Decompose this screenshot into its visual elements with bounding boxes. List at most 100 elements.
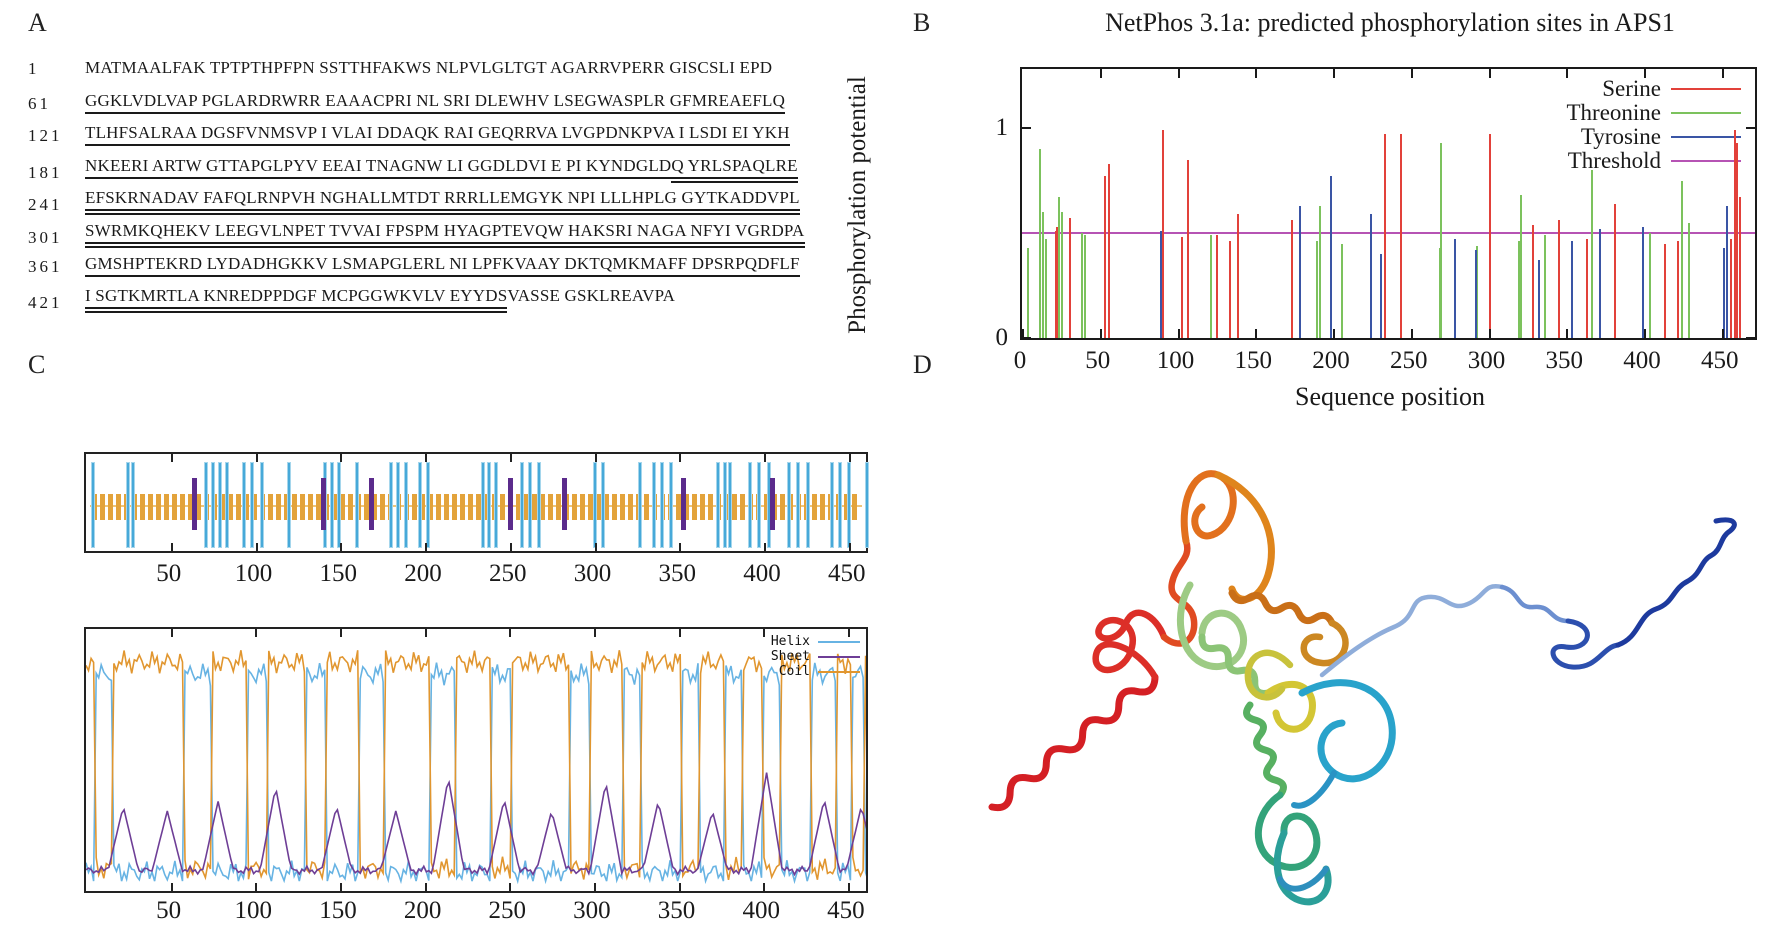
legend-row: Helix <box>771 634 860 649</box>
membrane-band-dash <box>444 494 449 520</box>
helix-region-bar <box>90 462 95 548</box>
serine-bar <box>1676 241 1679 338</box>
ribbon-segment <box>1298 679 1396 783</box>
sequence-segment: NKEERI ARTW GTTAPGLPYV EEAI TNAGNW LI GG… <box>85 156 672 179</box>
x-tick-label: 200 <box>403 897 442 924</box>
ribbon-segment <box>988 673 1159 812</box>
x-tick-mark <box>1488 69 1491 78</box>
serine-bar <box>1558 220 1561 338</box>
sequence-line-number: 361 <box>28 256 63 276</box>
tyrosine-bar <box>1474 249 1477 338</box>
serine-bar <box>1104 176 1107 338</box>
secondary-structure-plot: Helix Sheet Coil <box>84 627 869 893</box>
tyrosine-bar <box>1379 254 1382 338</box>
membrane-band-dash <box>332 494 337 520</box>
x-tick-mark <box>340 543 343 551</box>
membrane-band-dash <box>524 494 529 520</box>
y-tick-mark <box>1746 337 1755 339</box>
x-tick-mark <box>1333 69 1335 78</box>
x-tick-mark <box>764 543 766 551</box>
netphos-plot-area: Serine Threonine Tyrosine Threshold <box>1020 67 1757 340</box>
membrane-band-dash <box>812 494 817 520</box>
serine-bar <box>1186 159 1189 338</box>
helix-region-bar <box>480 462 485 548</box>
sheet-region-bar <box>321 478 327 530</box>
ribbon-segment <box>1254 791 1321 871</box>
serine-bar <box>1056 226 1059 338</box>
helix-region-bar <box>723 462 727 548</box>
helix-region-bar <box>250 462 255 548</box>
membrane-band-dash <box>516 494 521 520</box>
membrane-band-dash <box>156 494 161 520</box>
secondary-structure-legend: Helix Sheet Coil <box>771 634 860 679</box>
x-tick-mark <box>255 454 258 462</box>
x-tick-mark <box>1333 329 1335 338</box>
serine-bar <box>1236 214 1239 338</box>
membrane-band-dash <box>228 494 233 520</box>
x-tick-mark <box>425 454 427 462</box>
x-tick-label: 350 <box>1545 347 1584 374</box>
x-tick-mark <box>255 543 258 551</box>
x-tick-mark <box>509 883 512 891</box>
x-tick-mark <box>1410 329 1413 338</box>
helix-region-bar <box>260 462 265 548</box>
membrane-band-dash <box>692 494 697 520</box>
membrane-band-dash <box>844 494 849 520</box>
helix-region-bar <box>728 462 733 548</box>
x-tick-mark <box>848 543 851 551</box>
serine-bar <box>1068 218 1071 338</box>
x-tick-label: 50 <box>156 897 182 924</box>
threonine-bar <box>1440 142 1443 338</box>
x-tick-mark <box>255 883 258 891</box>
x-tick-label: 250 <box>489 560 527 587</box>
x-tick-mark <box>1644 329 1646 338</box>
legend-row: Threshold <box>1566 148 1741 173</box>
x-tick-mark <box>764 454 766 462</box>
legend-line-swatch <box>818 655 860 658</box>
x-tick-label: 300 <box>1467 347 1506 374</box>
x-tick-label: 300 <box>573 897 611 924</box>
sheet-region-bar <box>368 478 374 530</box>
legend-line-swatch <box>1671 87 1741 91</box>
netphos-x-axis-label: Sequence position <box>1295 382 1485 411</box>
legend-line-swatch <box>1671 159 1741 163</box>
helix-region-bar <box>519 462 524 548</box>
threonine-bar <box>1648 233 1651 338</box>
x-tick-label: 150 <box>1234 347 1273 374</box>
x-tick-mark <box>593 629 596 637</box>
helix-region-bar <box>592 462 597 548</box>
x-tick-mark <box>1488 329 1491 338</box>
ribbon-segment <box>1180 470 1237 545</box>
serine-bar <box>1532 224 1535 338</box>
legend-label: Threshold <box>1567 148 1661 173</box>
membrane-band-dash <box>348 494 353 520</box>
serine-bar <box>1161 130 1164 338</box>
secondary-structure-lines <box>85 650 869 885</box>
membrane-band-dash <box>108 494 113 520</box>
sequence-segment: GGKLVDLVAP PGLARDRWRR EAAACPRI NL SRI DL… <box>85 91 786 114</box>
tyrosine-bar <box>1454 239 1457 338</box>
membrane-band-dash <box>188 494 193 520</box>
helix-region-bar <box>395 462 400 548</box>
x-tick-label: 100 <box>234 897 273 924</box>
legend-label: Threonine <box>1566 100 1661 125</box>
legend-row: Sheet <box>771 649 860 664</box>
membrane-band-dash <box>100 494 105 520</box>
threonine-bar <box>1438 247 1441 338</box>
membrane-band-dash <box>452 494 457 520</box>
threshold-line <box>1022 232 1755 234</box>
membrane-band-dash <box>620 494 625 520</box>
sequence-line: 181 NKEERI ARTW GTTAPGLPYV EEAI TNAGNW LI… <box>28 156 798 183</box>
tyrosine-bar <box>1570 241 1573 338</box>
membrane-band-dash <box>164 494 169 520</box>
sequence-line: 121 TLHFSALRAA DGSFVNMSVP I VLAI DDAQK RA… <box>28 123 790 147</box>
panel-d-label: D <box>913 350 932 379</box>
x-tick-label: 450 <box>1701 347 1739 374</box>
serine-bar <box>1735 142 1738 338</box>
membrane-band-dash <box>732 494 737 520</box>
feature-map-plot <box>84 452 870 553</box>
helix-region-bar <box>241 462 246 548</box>
x-tick-mark <box>1255 329 1258 338</box>
ribbon-segment <box>1214 471 1275 603</box>
